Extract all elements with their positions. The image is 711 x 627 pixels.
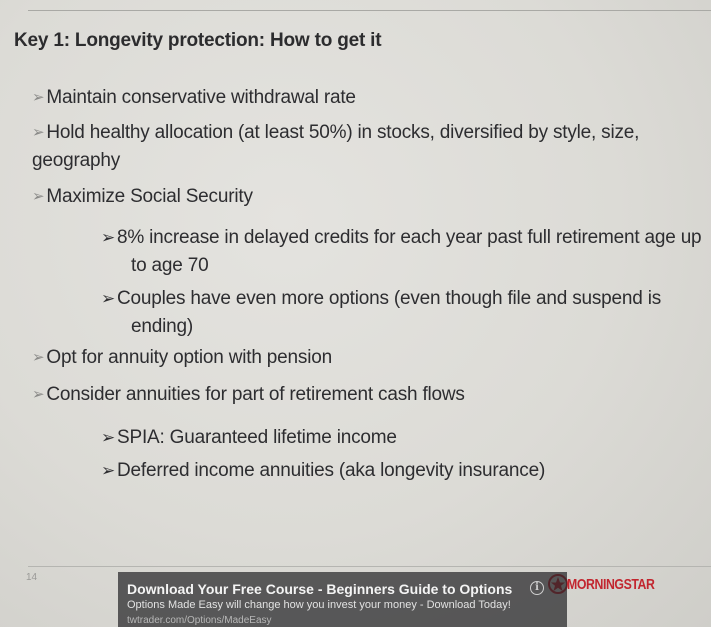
bullet-item: ➢ Maintain conservative withdrawal rate xyxy=(32,84,692,112)
bullet-arrow-icon: ➢ xyxy=(32,124,45,141)
top-divider xyxy=(28,10,711,11)
bullet-arrow-icon: ➢ xyxy=(32,89,45,106)
bullet-item: ➢ Hold healthy allocation (at least 50%) … xyxy=(32,119,692,175)
bullet-item: ➢ Opt for annuity option with pension xyxy=(32,344,692,372)
bullet-text: Couples have even more options (even tho… xyxy=(117,288,662,337)
page-number: 14 xyxy=(26,572,38,583)
ad-banner[interactable]: Download Your Free Course - Beginners Gu… xyxy=(118,572,567,627)
bullet-text: Hold healthy allocation (at least 50%) i… xyxy=(32,122,640,171)
bullet-item: ➢ SPIA: Guaranteed lifetime income xyxy=(101,427,397,448)
bullet-item: ➢ Deferred income annuities (aka longevit… xyxy=(101,460,546,481)
logo-text: MORNINGSTAR xyxy=(567,575,655,593)
slide-title: Key 1: Longevity protection: How to get … xyxy=(14,30,382,51)
bullet-text: Opt for annuity option with pension xyxy=(46,347,332,368)
bullet-text: Consider annuities for part of retiremen… xyxy=(46,384,465,405)
bullet-item: ➢ Couples have even more options (even th… xyxy=(101,288,662,337)
bullet-item: ➢ Consider annuities for part of retireme… xyxy=(32,381,692,409)
bullet-item: ➢ 8% increase in delayed credits for each… xyxy=(101,227,702,276)
bullet-arrow-icon: ➢ xyxy=(32,386,45,403)
bullet-text: SPIA: Guaranteed lifetime income xyxy=(117,427,397,448)
info-icon[interactable]: i xyxy=(530,581,544,595)
bullet-arrow-icon: ➢ xyxy=(32,188,45,205)
bullet-text: Maximize Social Security xyxy=(46,186,253,207)
bullet-text: Deferred income annuities (aka longevity… xyxy=(117,460,546,481)
bullet-list: ➢ Maintain conservative withdrawal rate ➢… xyxy=(32,84,702,481)
ad-description[interactable]: Options Made Easy will change how you in… xyxy=(127,599,511,611)
bullet-arrow-icon: ➢ xyxy=(32,349,45,366)
bullet-item: ➢ Maximize Social Security xyxy=(32,183,692,211)
ad-url-link[interactable]: twtrader.com/Options/MadeEasy xyxy=(127,615,272,626)
bullet-text: 8% increase in delayed credits for each … xyxy=(117,227,702,276)
ad-title-link[interactable]: Download Your Free Course - Beginners Gu… xyxy=(127,581,513,597)
bottom-divider xyxy=(28,566,711,567)
bullet-text: Maintain conservative withdrawal rate xyxy=(46,87,356,108)
